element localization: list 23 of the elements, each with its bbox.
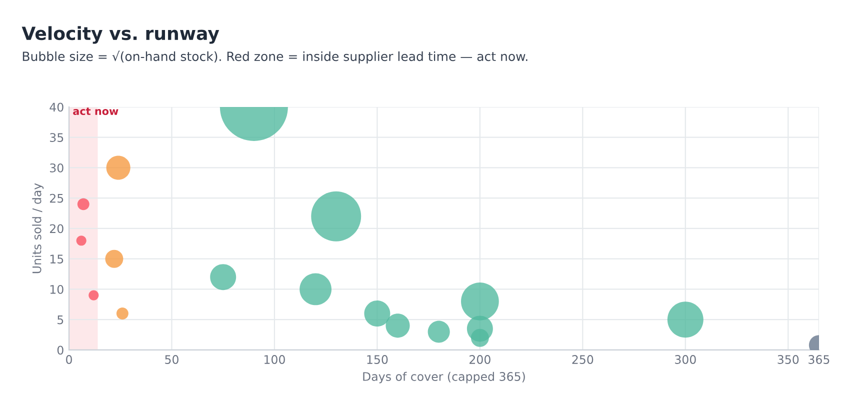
y-tick-label: 15 xyxy=(50,254,64,264)
y-tick-label: 5 xyxy=(58,315,64,324)
x-tick-label: 350 xyxy=(778,355,799,364)
y-tick-label: 40 xyxy=(50,102,64,112)
x-tick-label: 365 xyxy=(808,355,830,364)
x-tick-label: 200 xyxy=(470,355,490,364)
y-tick-label: 10 xyxy=(50,284,64,294)
y-tick-label: 25 xyxy=(50,194,64,203)
x-axis-title: Days of cover (capped 365) xyxy=(363,372,525,384)
chart-title: Velocity vs. runway xyxy=(22,26,220,44)
y-axis-title: Units sold / day xyxy=(32,183,44,274)
y-tick-label: 0 xyxy=(57,346,64,355)
y-tick-label: 30 xyxy=(50,163,64,172)
y-tick-label: 20 xyxy=(50,224,64,234)
x-tick-label: 100 xyxy=(264,355,285,364)
x-tick-label: 50 xyxy=(165,355,178,364)
y-tick-label: 35 xyxy=(50,133,64,142)
band-label: act now xyxy=(73,108,118,116)
x-tick-label: 250 xyxy=(572,355,594,364)
x-tick-label: 150 xyxy=(367,355,388,364)
chart-subtitle: Bubble size = √(on-hand stock). Red zone = inside supplier lead time — act now. xyxy=(22,50,528,64)
x-tick-label: 300 xyxy=(675,355,696,364)
x-tick-label: 0 xyxy=(66,355,72,364)
